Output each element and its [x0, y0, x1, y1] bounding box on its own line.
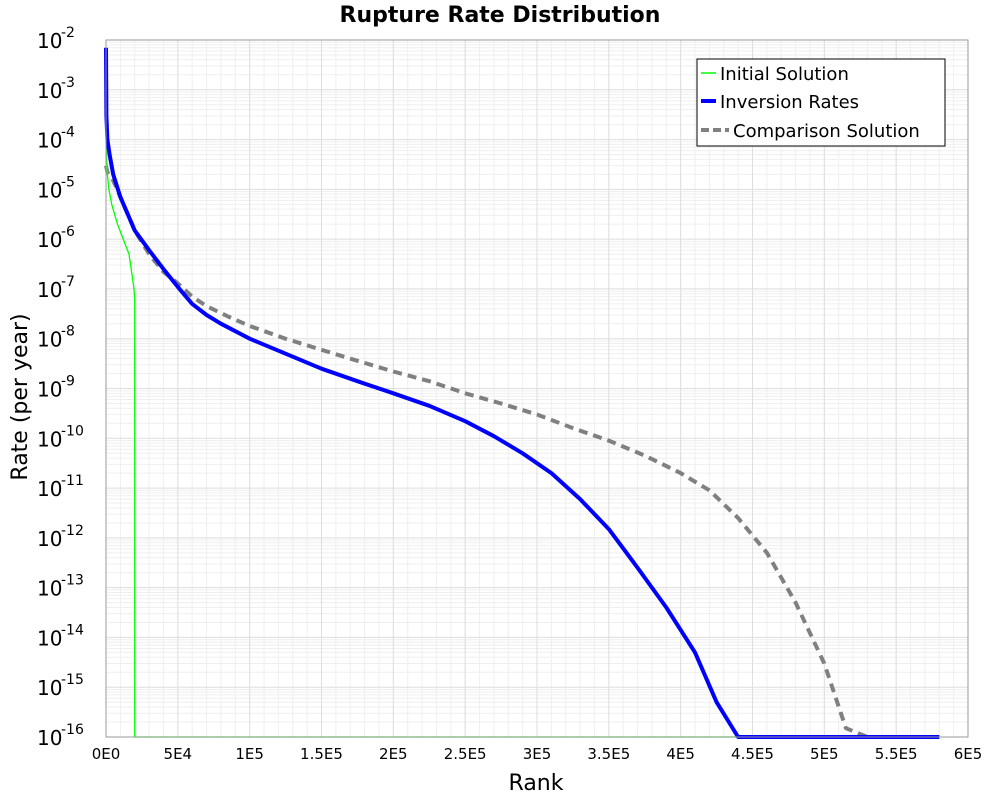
y-tick-exponent: -4 — [61, 125, 75, 141]
y-tick-label: 10-3 — [37, 75, 75, 103]
y-tick-exponent: -9 — [61, 374, 75, 390]
y-axis-title: Rate (per year) — [8, 313, 33, 480]
y-tick-label: 10-9 — [37, 374, 75, 402]
y-tick-base: 10 — [37, 626, 62, 650]
y-tick-exponent: -5 — [61, 174, 75, 190]
series-line-comparison-solution — [104, 165, 869, 739]
legend-label-comparison-solution: Comparison Solution — [733, 121, 920, 142]
y-tick-base: 10 — [37, 726, 62, 750]
y-tick-label: 10-7 — [37, 274, 75, 302]
y-tick-label: 10-4 — [37, 125, 75, 153]
x-tick-label: 2.5E5 — [444, 745, 487, 763]
plot-area-frame — [105, 39, 969, 738]
legend-label-initial-solution: Initial Solution — [720, 64, 849, 85]
x-axis-title: Rank — [509, 771, 564, 796]
y-tick-exponent: -2 — [61, 25, 75, 41]
y-tick-label: 10-13 — [37, 573, 84, 601]
y-tick-base: 10 — [37, 79, 62, 103]
y-tick-base: 10 — [37, 676, 62, 700]
y-tick-label: 10-16 — [37, 722, 84, 750]
x-tick-label: 1E5 — [235, 745, 264, 763]
y-tick-exponent: -11 — [61, 473, 84, 489]
legend: Initial Solution Inversion Rates Compari… — [696, 58, 946, 147]
y-tick-exponent: -15 — [61, 672, 84, 688]
legend-box — [696, 58, 946, 147]
series-layer — [104, 47, 940, 739]
x-tick-label: 6E5 — [954, 745, 983, 763]
y-tick-base: 10 — [37, 278, 62, 302]
y-tick-label: 10-14 — [37, 622, 84, 650]
chart-title: Rupture Rate Distribution — [340, 3, 661, 28]
y-tick-base: 10 — [37, 178, 62, 202]
y-axis-ticks: 10-210-310-410-510-610-710-810-910-1010-… — [37, 25, 84, 750]
series-line-initial-solution — [105, 139, 940, 738]
x-tick-label: 4.5E5 — [731, 745, 774, 763]
legend-item-comparison-solution: Comparison Solution — [701, 121, 920, 142]
y-tick-base: 10 — [37, 228, 62, 252]
y-tick-base: 10 — [37, 378, 62, 402]
y-tick-exponent: -12 — [61, 523, 84, 539]
x-axis-ticks: 0E0 5E4 1E5 1.5E5 2E5 2.5E5 3E5 3.5E5 4E5 4.5E5 5E… — [92, 745, 983, 763]
x-tick-label: 5E4 — [164, 745, 193, 763]
legend-label-inversion-rates: Inversion Rates — [720, 92, 859, 113]
y-tick-base: 10 — [37, 328, 62, 352]
y-tick-label: 10-15 — [37, 672, 84, 700]
y-tick-exponent: -6 — [61, 224, 75, 240]
y-tick-base: 10 — [37, 427, 62, 451]
y-tick-base: 10 — [37, 527, 62, 551]
y-tick-exponent: -7 — [61, 274, 75, 290]
legend-item-inversion-rates: Inversion Rates — [701, 92, 859, 113]
y-tick-label: 10-12 — [37, 523, 84, 551]
y-tick-label: 10-10 — [37, 423, 84, 451]
x-tick-label: 3E5 — [523, 745, 552, 763]
x-tick-label: 0E0 — [92, 745, 121, 763]
y-tick-label: 10-2 — [37, 25, 75, 53]
y-tick-label: 10-8 — [37, 324, 75, 352]
y-tick-exponent: -8 — [61, 324, 75, 340]
grid — [105, 39, 969, 738]
y-tick-label: 10-6 — [37, 224, 75, 252]
y-tick-exponent: -14 — [61, 622, 84, 638]
y-tick-base: 10 — [37, 477, 62, 501]
y-tick-label: 10-5 — [37, 174, 75, 202]
x-tick-label: 3.5E5 — [587, 745, 630, 763]
x-tick-label: 5E5 — [810, 745, 839, 763]
x-tick-label: 5.5E5 — [875, 745, 918, 763]
y-tick-exponent: -13 — [61, 573, 84, 589]
x-tick-label: 2E5 — [379, 745, 408, 763]
y-tick-base: 10 — [37, 29, 62, 53]
legend-item-initial-solution: Initial Solution — [701, 64, 849, 85]
x-tick-label: 4E5 — [666, 745, 695, 763]
x-tick-label: 1.5E5 — [300, 745, 343, 763]
y-tick-exponent: -3 — [61, 75, 75, 91]
y-tick-base: 10 — [37, 129, 62, 153]
series-line-inversion-rates — [104, 47, 940, 739]
y-tick-base: 10 — [37, 577, 62, 601]
y-tick-exponent: -10 — [61, 423, 84, 439]
y-tick-exponent: -16 — [61, 722, 84, 738]
y-tick-label: 10-11 — [37, 473, 84, 501]
